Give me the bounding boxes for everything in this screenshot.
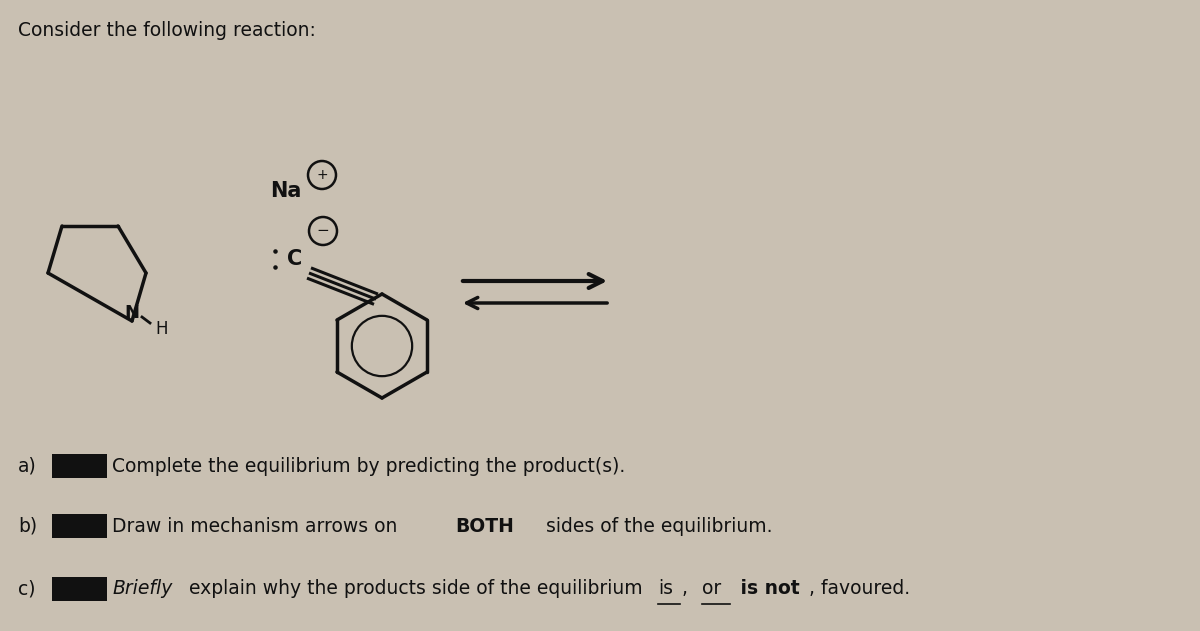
Text: explain why the products side of the equilibrium: explain why the products side of the equ… bbox=[182, 579, 649, 598]
Text: BOTH: BOTH bbox=[455, 517, 514, 536]
Text: Briefly: Briefly bbox=[112, 579, 173, 598]
Text: , favoured.: , favoured. bbox=[809, 579, 910, 598]
Bar bbox=[52, 454, 107, 478]
Bar bbox=[52, 577, 107, 601]
Text: +: + bbox=[316, 168, 328, 182]
Text: sides of the equilibrium.: sides of the equilibrium. bbox=[540, 517, 773, 536]
Text: −: − bbox=[317, 223, 329, 239]
Text: is: is bbox=[658, 579, 673, 598]
Text: Draw in mechanism arrows on: Draw in mechanism arrows on bbox=[112, 517, 403, 536]
Text: H: H bbox=[155, 320, 168, 338]
Text: ,: , bbox=[682, 579, 694, 598]
Text: c): c) bbox=[18, 579, 36, 598]
Text: Consider the following reaction:: Consider the following reaction: bbox=[18, 21, 316, 40]
Text: a): a) bbox=[18, 456, 37, 476]
Text: N: N bbox=[125, 304, 139, 322]
Text: b): b) bbox=[18, 517, 37, 536]
Text: is not: is not bbox=[734, 579, 799, 598]
Text: C: C bbox=[287, 249, 302, 269]
Bar bbox=[52, 514, 107, 538]
Text: Complete the equilibrium by predicting the product(s).: Complete the equilibrium by predicting t… bbox=[112, 456, 625, 476]
Text: or: or bbox=[702, 579, 721, 598]
Text: Na: Na bbox=[270, 181, 301, 201]
